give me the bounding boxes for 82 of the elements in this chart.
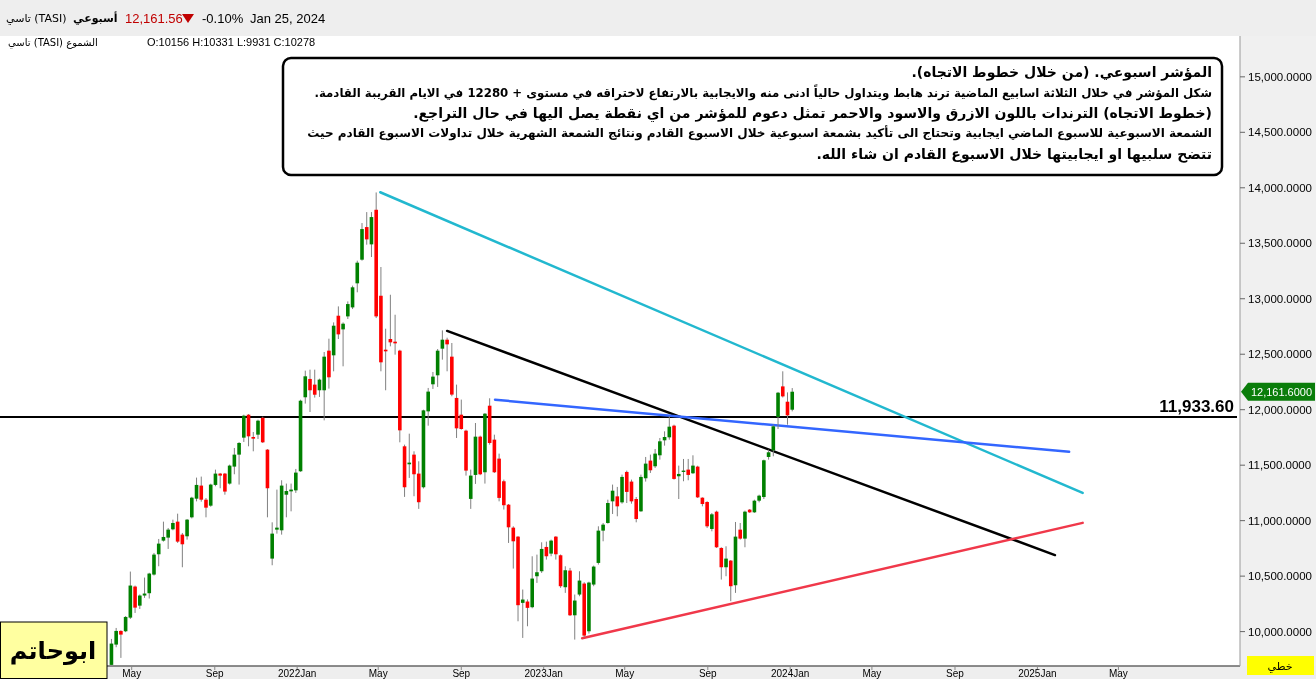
candlestick: [572, 594, 577, 641]
candlestick: [624, 470, 629, 504]
candlestick: [133, 585, 137, 614]
candlestick: [364, 211, 369, 246]
ref-line-label: 11,933.60: [1159, 396, 1234, 416]
candlestick: [204, 497, 208, 518]
y-tick-label: 15,000.0000: [1248, 70, 1312, 83]
text: 12,161.56: [125, 10, 183, 26]
x-tick-label: Sep: [452, 668, 471, 679]
annotation: (خطوط الاتجاه) الترندات باللون الازرق والاسود والاحمر تمثل دعوم للمؤشر من اي نقطة يصل اليها في حال التراجع.: [413, 105, 1212, 123]
candlestick: [208, 483, 213, 508]
candlestick: [355, 260, 360, 293]
candlestick: [459, 399, 464, 431]
candlestick: [431, 371, 435, 390]
annotation: O:10156 H:10331 L:9931 C:10278: [147, 36, 316, 48]
x-tick-label: May: [1108, 668, 1128, 679]
x-tick-label: 2025Jan: [1018, 668, 1057, 679]
y-tick-label: 11,500.0000: [1248, 459, 1312, 472]
candlestick: [790, 387, 795, 412]
candlestick: [185, 518, 189, 541]
x-tick-label: May: [615, 668, 635, 679]
candlestick: [520, 589, 525, 639]
annotation: شكل المؤشر في خلال الثلاثة اسابيع الماضية ترند هابط ويتداول حالياً ادنى منه والايجابية بالارتفاع لاختراقه في مستوى + 12280 في الايام القريبة القادمة.: [314, 84, 1212, 101]
candlestick: [780, 370, 785, 398]
candlestick: [445, 337, 449, 372]
candlestick: [119, 629, 123, 659]
annotation: المؤشر اسبوعي. (من خلال خطوط الاتجاه).: [911, 64, 1212, 81]
candlestick: [554, 535, 558, 561]
x-tick-label: Sep: [946, 668, 965, 679]
candlestick: [156, 538, 161, 567]
text: خطي: [1267, 659, 1293, 673]
text: Jan 25, 2024: [250, 10, 326, 26]
candlestick: [303, 370, 308, 405]
y-tick-label: 13,500.0000: [1248, 237, 1312, 250]
candlestick: [535, 554, 539, 584]
candlestick: [563, 565, 568, 594]
x-tick-label: Sep: [698, 668, 718, 679]
candlestick: [161, 521, 166, 543]
text: تاسي (TASI): [6, 11, 67, 25]
candlestick: [676, 465, 681, 500]
candlestick: [691, 454, 695, 475]
candlestick: [686, 458, 691, 481]
x-tick-label: May: [368, 668, 388, 679]
text: -0.10%: [202, 10, 244, 26]
x-tick-label: May: [862, 668, 882, 679]
candlestick: [242, 414, 246, 443]
y-tick-label: 12,000.0000: [1248, 403, 1312, 416]
candlestick: [284, 483, 289, 518]
candlestick: [606, 499, 610, 525]
x-tick-label: 2022Jan: [277, 668, 317, 679]
y-tick-label: 13,000.0000: [1248, 292, 1312, 305]
candlestick: [237, 441, 241, 486]
text: أسبوعي: [73, 10, 118, 25]
candlestick: [251, 431, 256, 452]
candlestick: [275, 489, 279, 535]
candlestick: [312, 369, 317, 399]
candlestick: [724, 545, 728, 577]
text: 12,161.6000: [1250, 385, 1313, 398]
annotation: ابوحاتم: [9, 637, 97, 665]
x-tick-label: Sep: [205, 668, 225, 679]
candlestick: [256, 419, 260, 440]
candlestick: [341, 321, 345, 367]
y-tick-label: 12,500.0000: [1248, 348, 1312, 361]
candlestick: [601, 522, 605, 542]
x-tick-label: May: [122, 668, 142, 679]
candlestick: [412, 450, 416, 497]
candlestick: [468, 469, 473, 510]
annotation: تتضح سلبيها او ايجابيتها خلال الاسبوع القادم ان شاء الله.: [816, 146, 1212, 163]
annotation: تاسي (TASI) الشموع: [8, 36, 98, 49]
y-tick-label: 10,500.0000: [1248, 570, 1312, 583]
x-tick-label: 2023Jan: [524, 668, 563, 679]
y-tick-label: 10,000.0000: [1248, 625, 1312, 638]
y-tick-label: 14,500.0000: [1248, 126, 1312, 139]
x-tick-label: 2024Jan: [771, 668, 810, 679]
candlestick: [199, 476, 204, 503]
y-tick-label: 14,000.0000: [1248, 181, 1312, 194]
candlestick: [294, 468, 298, 494]
candlestick: [710, 512, 714, 532]
y-tick-label: 11,000.0000: [1248, 514, 1312, 527]
candlestick: [615, 486, 620, 517]
candlestick: [166, 527, 170, 550]
annotation: الشمعة الاسبوعية للاسبوع الماضي ايجابية وتحتاج الى تأكيد بشمعة اسبوعية خلال الاسبوع القادم ونتائج الشمعة الشهرية خلال تداولات الاسبوع القادم حيث: [307, 125, 1212, 141]
